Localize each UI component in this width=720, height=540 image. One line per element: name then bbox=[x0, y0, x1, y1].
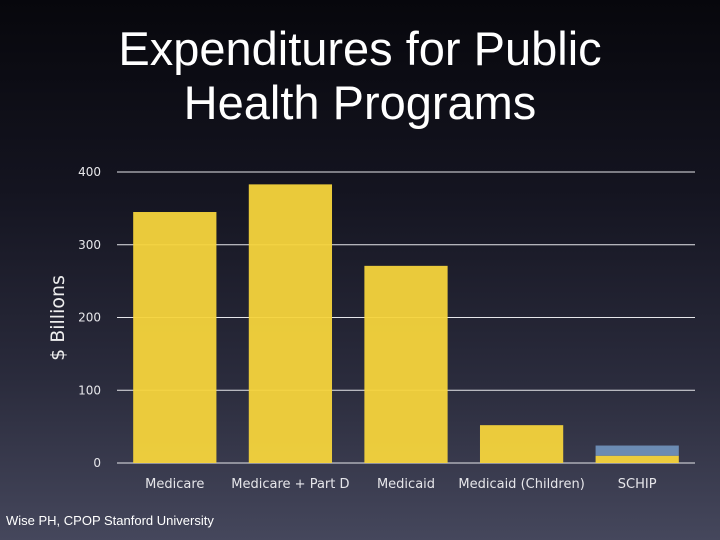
x-category-label: Medicare bbox=[145, 477, 204, 492]
bar-medicaid bbox=[364, 265, 448, 463]
bar-schip bbox=[595, 455, 679, 463]
y-tick-label: 300 bbox=[78, 238, 101, 252]
x-category-label: Medicaid (Children) bbox=[458, 477, 584, 492]
y-tick-label: 0 bbox=[93, 456, 101, 470]
x-category-label: Medicaid bbox=[377, 477, 435, 492]
bar-medicare bbox=[133, 212, 217, 463]
x-category-label: Medicare + Part D bbox=[231, 477, 349, 492]
labels: 0 100 200 300 400 Medicare Medicare + Part D Me… bbox=[78, 165, 657, 492]
bars bbox=[133, 184, 679, 463]
slide-title-line-2: Health Programs bbox=[183, 76, 537, 129]
slide-title-line-1: Expenditures for Public bbox=[118, 22, 602, 75]
y-tick-label: 200 bbox=[78, 311, 101, 325]
x-category-label: SCHIP bbox=[618, 477, 657, 492]
bar-medicaid-children bbox=[479, 425, 564, 463]
y-tick-label: 100 bbox=[78, 383, 101, 397]
bar-medicare-part-d bbox=[248, 184, 333, 463]
source-credit: Wise PH, CPOP Stanford University bbox=[6, 513, 214, 528]
bar-schip-segment-2 bbox=[595, 445, 679, 456]
y-axis-title: $ Billions bbox=[47, 275, 69, 361]
y-tick-label: 400 bbox=[78, 165, 101, 179]
slide-title: Expenditures for Public Health Programs bbox=[0, 22, 720, 130]
